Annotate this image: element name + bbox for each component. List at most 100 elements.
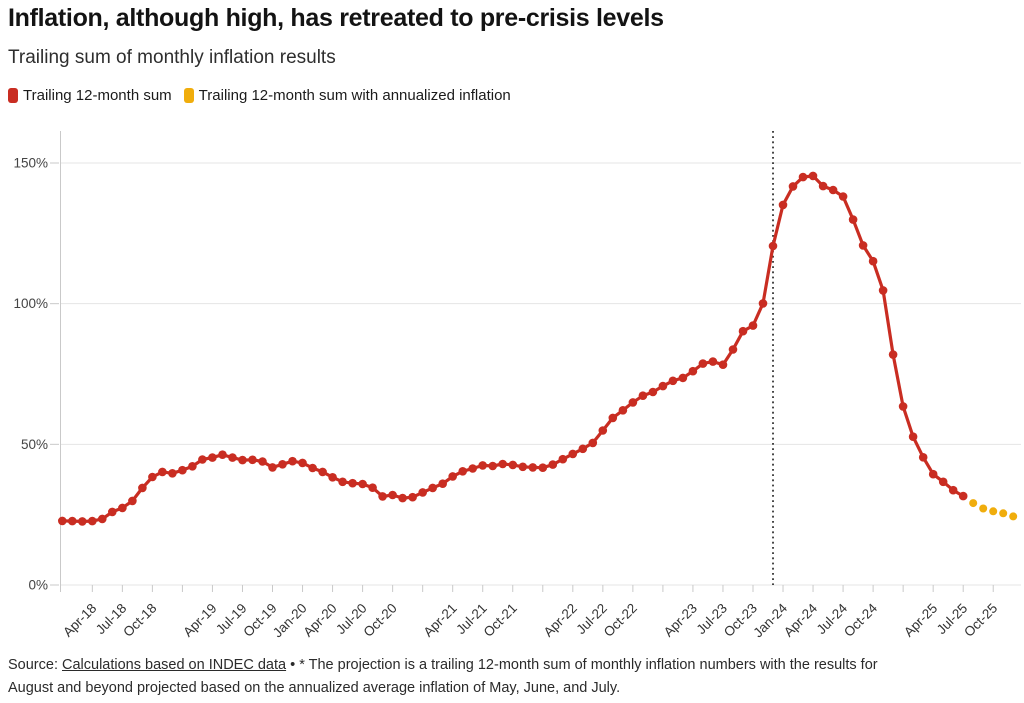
x-tick-label: Oct-18 [120, 601, 159, 640]
data-point [718, 360, 728, 369]
x-tick-label: Apr-18 [60, 601, 99, 640]
data-point [768, 241, 778, 251]
x-tick-label: Oct-25 [961, 601, 1000, 640]
data-point [878, 286, 888, 295]
data-point [898, 402, 908, 411]
source-link[interactable]: Calculations based on INDEC data [62, 657, 287, 673]
data-point [548, 460, 558, 469]
data-point [908, 432, 918, 442]
data-point [948, 485, 958, 495]
data-point [108, 507, 117, 517]
data-point [498, 459, 508, 469]
data-point [128, 496, 137, 506]
data-point [288, 456, 297, 466]
source-footnote-line2: August and beyond projected based on the… [8, 680, 621, 696]
data-point [328, 473, 337, 482]
data-point [118, 503, 127, 513]
legend-item-projection: Trailing 12-month sum with annualized in… [183, 87, 511, 104]
data-point [88, 516, 97, 526]
x-tick-label: Apr-24 [781, 600, 821, 640]
y-tick-label: 50% [21, 437, 48, 452]
data-point [808, 171, 818, 181]
data-point [818, 181, 828, 191]
data-point [178, 465, 187, 475]
data-point [678, 373, 688, 383]
data-point [628, 398, 638, 407]
data-point [848, 215, 858, 224]
data-point [708, 357, 718, 366]
data-point [368, 483, 377, 493]
series-line-0 [62, 174, 965, 523]
data-point [298, 458, 307, 468]
x-tick-label: Apr-19 [180, 601, 219, 640]
data-point [999, 509, 1008, 518]
data-point [728, 345, 738, 354]
data-point [468, 464, 478, 473]
data-point [318, 467, 327, 477]
data-point [558, 454, 568, 464]
data-point [1009, 512, 1018, 521]
data-point [868, 256, 878, 266]
data-point [138, 483, 147, 493]
data-point [68, 516, 77, 526]
data-point [979, 504, 988, 513]
data-point [478, 461, 488, 470]
data-point [448, 472, 458, 481]
data-point [438, 479, 448, 489]
data-point [428, 483, 438, 493]
x-tick-label: Apr-25 [901, 601, 940, 640]
data-point [698, 359, 708, 368]
data-point [938, 477, 948, 487]
data-point [248, 455, 257, 465]
data-point [208, 453, 217, 462]
data-point [608, 413, 618, 423]
x-tick-label: Oct-21 [481, 601, 520, 640]
legend-item-trailing-sum: Trailing 12-month sum [8, 87, 172, 104]
data-point [688, 366, 698, 376]
data-point [648, 387, 658, 397]
data-point [958, 491, 968, 501]
data-point [98, 514, 107, 524]
y-tick-label: 150% [13, 156, 48, 171]
data-point [858, 241, 868, 250]
data-point [308, 463, 317, 473]
data-point [58, 516, 67, 526]
data-point [458, 467, 468, 476]
legend-swatch-red-icon [8, 88, 18, 103]
data-point [528, 463, 538, 472]
legend-swatch-yellow-icon [183, 88, 194, 103]
data-point [358, 479, 367, 489]
data-point [258, 457, 267, 466]
source-note: Source: Calculations based on INDEC data… [8, 654, 1016, 700]
chart-legend: Trailing 12-month sum Trailing 12-month … [8, 87, 511, 104]
data-point [78, 517, 87, 526]
data-point [198, 455, 207, 464]
x-tick-label: Jan-20 [270, 601, 310, 641]
x-tick-label: Apr-22 [541, 601, 580, 640]
page-subtitle: Trailing sum of monthly inflation result… [8, 47, 336, 68]
data-point [488, 461, 498, 471]
data-point [188, 462, 197, 471]
data-point [278, 460, 287, 469]
data-point [778, 200, 788, 210]
data-point [568, 449, 578, 459]
x-tick-label: Apr-21 [421, 601, 460, 640]
data-point [408, 492, 417, 502]
data-point [658, 381, 668, 391]
data-point [158, 467, 167, 477]
data-point [228, 453, 237, 462]
data-point [378, 492, 387, 501]
data-point [238, 455, 247, 465]
source-prefix: Source: [8, 657, 62, 673]
data-point [398, 493, 407, 503]
data-point [538, 463, 548, 473]
data-point [748, 321, 758, 330]
data-point [918, 453, 928, 462]
x-tick-label: Oct-24 [841, 600, 881, 640]
data-point [418, 488, 428, 497]
y-tick-label: 100% [13, 296, 48, 311]
data-point [518, 462, 528, 472]
data-point [798, 172, 808, 182]
y-tick-label: 0% [28, 578, 48, 593]
data-point [168, 469, 177, 478]
